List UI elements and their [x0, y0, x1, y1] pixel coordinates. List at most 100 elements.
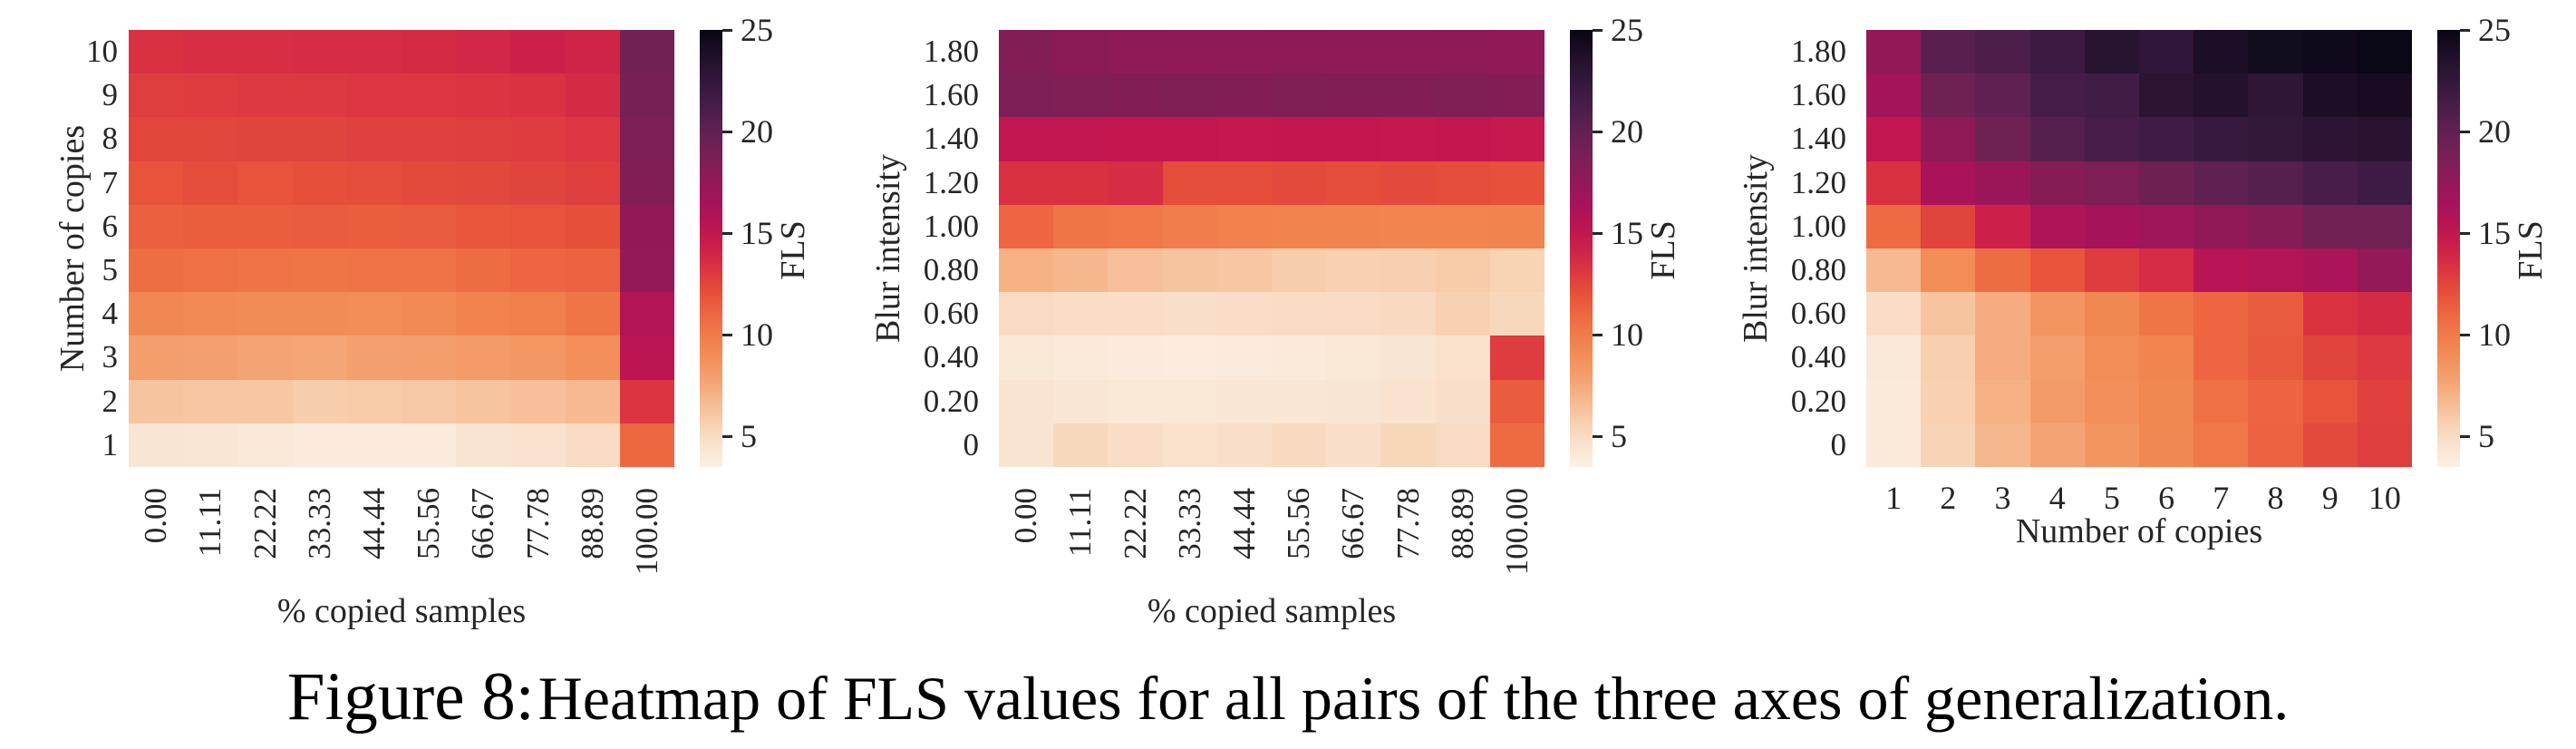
y-axis-ticks: 1.80 1.60 1.40 1.20 1.00 0.80 0.60 0.40 0.20 0 — [879, 30, 979, 467]
x-tick-label: 0.00 — [138, 488, 174, 544]
heatmap-cell — [2302, 160, 2358, 205]
heatmap-cell — [292, 423, 347, 467]
heatmap-cell — [2084, 73, 2139, 118]
heatmap-cell — [2193, 379, 2249, 423]
x-tick-label: 22.22 — [247, 488, 283, 559]
heatmap-cell — [402, 117, 457, 161]
heatmap-cell — [1489, 73, 1545, 118]
heatmap-cell — [402, 336, 457, 380]
heatmap-cell — [1380, 73, 1436, 118]
heatmap-cell — [2193, 248, 2249, 293]
heatmap-cell — [1489, 292, 1545, 336]
x-axis-label: % copied samples — [1147, 592, 1397, 630]
heatmap-cell — [1272, 30, 1327, 74]
heatmap-cell — [129, 160, 184, 205]
colorbar — [2437, 28, 2470, 467]
heatmap-cell — [1866, 160, 1922, 205]
heatmap-cell — [2248, 160, 2303, 205]
heatmap-cell — [510, 117, 566, 161]
heatmap-cell — [456, 248, 511, 293]
heatmap-cell — [510, 160, 566, 205]
x-tick-label: 1 — [1885, 480, 1903, 516]
heatmap-cell — [619, 423, 674, 467]
heatmap-cell — [1162, 292, 1217, 336]
heatmap-cell — [2302, 248, 2358, 293]
heatmap-cell — [183, 30, 238, 74]
heatmap-cell — [1272, 117, 1327, 161]
heatmap-cell — [1435, 73, 1490, 118]
heatmap-cell — [183, 423, 238, 467]
heatmap-cell — [2302, 292, 2358, 336]
x-tick-label: 100.00 — [628, 488, 664, 576]
heatmap-cell — [1326, 248, 1381, 293]
heatmap-cell — [346, 423, 402, 467]
heatmap-cell — [2029, 248, 2085, 293]
y-tick-label: 1.40 — [923, 121, 979, 157]
heatmap-cell — [1162, 336, 1217, 380]
heatmap-cell — [1326, 336, 1381, 380]
heatmap-cell — [2193, 30, 2249, 74]
heatmap-cell — [1108, 336, 1163, 380]
heatmap-cell — [1053, 117, 1109, 161]
heatmap-cell — [1108, 292, 1163, 336]
heatmap-cell — [1435, 292, 1490, 336]
colorbar — [1570, 28, 1603, 467]
heatmap-cell — [292, 73, 347, 118]
colorbar — [700, 28, 732, 467]
heatmap-cell — [346, 248, 402, 293]
heatmap-cell — [1435, 379, 1490, 423]
y-tick-label: 9 — [102, 77, 119, 113]
heatmap-cell — [183, 204, 238, 248]
heatmap-cell — [2084, 248, 2139, 293]
heatmap-cell — [456, 204, 511, 248]
y-tick-label: 1.20 — [923, 164, 979, 200]
x-axis-label: Number of copies — [2015, 512, 2263, 550]
heatmap-cell — [1866, 73, 1922, 118]
x-tick-label: 10 — [2368, 480, 2401, 516]
heatmap-cell — [2193, 117, 2249, 161]
heatmap-cell — [1053, 73, 1109, 118]
heatmap-cell — [2357, 423, 2412, 467]
heatmap-cell — [129, 423, 184, 467]
heatmap-cell — [292, 379, 347, 423]
heatmap-cell — [619, 292, 674, 336]
x-tick-label: 3 — [1994, 480, 2011, 516]
heatmap-cell — [2029, 117, 2085, 161]
heatmap-cell — [2029, 336, 2085, 380]
heatmap-grid — [999, 30, 1545, 467]
heatmap-cell — [2357, 117, 2412, 161]
heatmap-cell — [2193, 73, 2249, 118]
heatmap-cell — [1380, 379, 1436, 423]
heatmap-cell — [1380, 336, 1436, 380]
figure-caption: Figure 8: Heatmap of FLS values for all … — [0, 658, 2576, 736]
y-tick-label: 0.60 — [1790, 296, 1846, 332]
heatmap-cell — [1380, 204, 1436, 248]
colorbar-tick-label: 10 — [1611, 316, 1643, 354]
heatmap-cell — [1921, 73, 1976, 118]
heatmap-cell — [1162, 117, 1217, 161]
caption-text: Heatmap of FLS values for all pairs of t… — [537, 664, 2290, 733]
heatmap-cell — [2084, 423, 2139, 467]
y-tick-label: 0.20 — [1790, 383, 1846, 419]
heatmap-cell — [1216, 160, 1272, 205]
heatmap-cell — [346, 292, 402, 336]
heatmap-cell — [1326, 204, 1381, 248]
heatmap-cell — [2302, 423, 2358, 467]
colorbar-label-text: FLS — [774, 220, 812, 280]
heatmap-cell — [1866, 117, 1922, 161]
colorbar-tick — [722, 434, 732, 438]
heatmap-cell — [1975, 30, 2030, 74]
colorbar-tick — [2460, 231, 2470, 235]
x-tick-label: 55.56 — [1281, 488, 1317, 559]
y-tick-label: 1.60 — [1790, 77, 1846, 113]
heatmap-cell — [456, 30, 511, 74]
heatmap-cell — [402, 73, 457, 118]
y-axis-ticks: 1.80 1.60 1.40 1.20 1.00 0.80 0.60 0.40 0.20 0 — [1747, 30, 1846, 467]
colorbar-tick — [2460, 130, 2470, 133]
x-axis-label: % copied samples — [276, 592, 527, 630]
heatmap-cell — [456, 160, 511, 205]
heatmap-cell — [619, 117, 674, 161]
heatmap-cell — [619, 30, 674, 74]
heatmap-cell — [565, 336, 620, 380]
heatmap-cell — [1162, 204, 1217, 248]
